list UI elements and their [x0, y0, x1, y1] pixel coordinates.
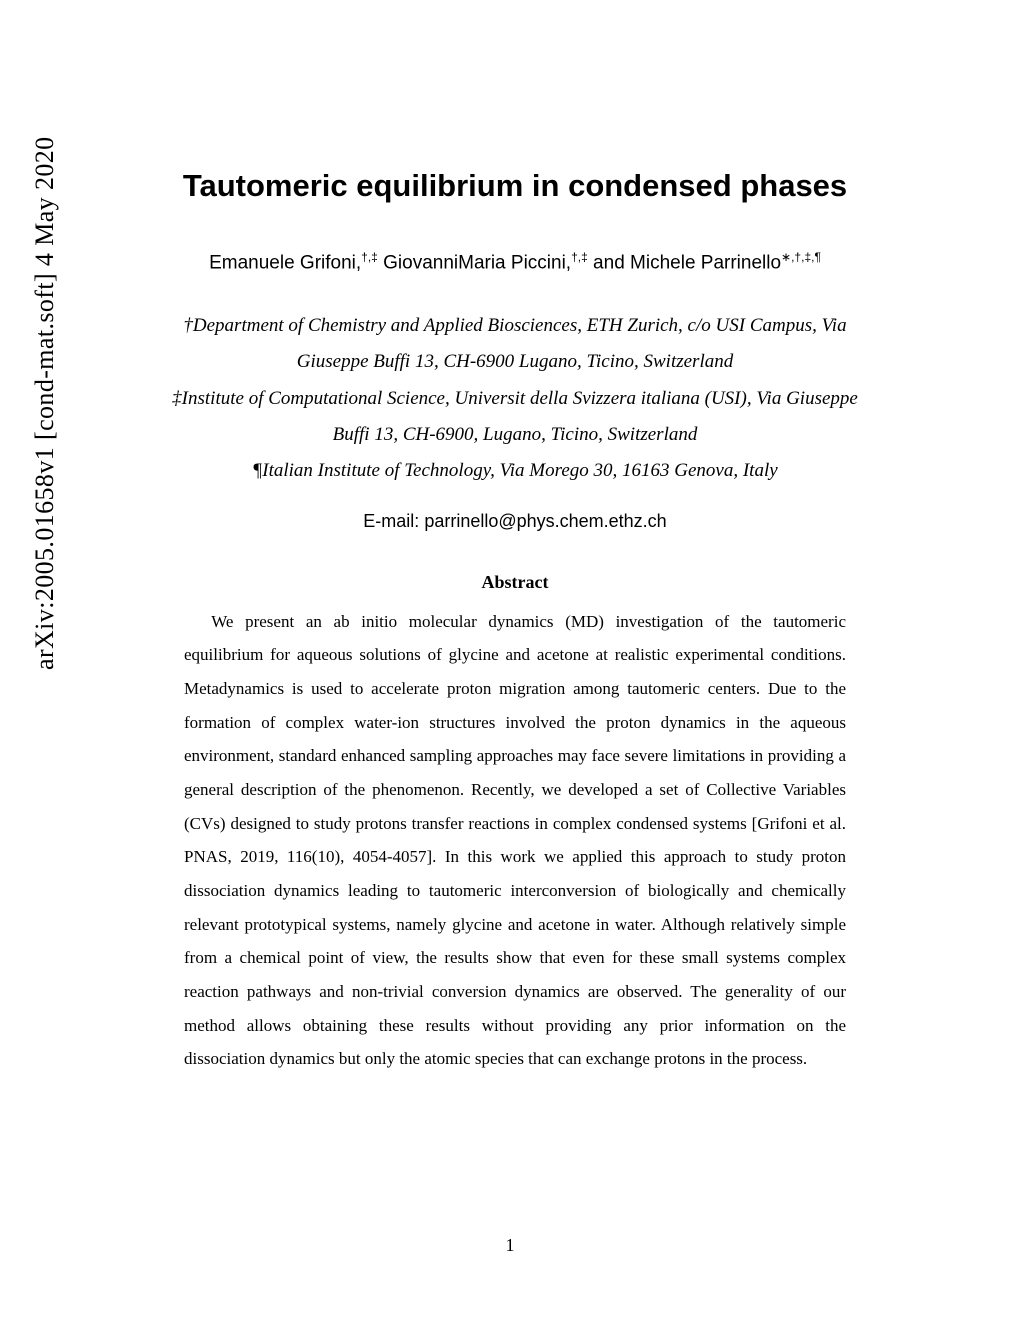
- arxiv-identifier: arXiv:2005.01658v1 [cond-mat.soft] 4 May…: [30, 136, 60, 670]
- author-list: Emanuele Grifoni,†,‡ GiovanniMaria Picci…: [150, 250, 880, 274]
- abstract-heading: Abstract: [150, 572, 880, 593]
- abstract-body: We present an ab initio molecular dynami…: [150, 605, 880, 1076]
- paper-title: Tautomeric equilibrium in condensed phas…: [150, 168, 880, 204]
- affiliation-line: †Department of Chemistry and Applied Bio…: [150, 308, 880, 344]
- affiliation-line: Buffi 13, CH-6900, Lugano, Ticino, Switz…: [150, 417, 880, 453]
- page-number: 1: [0, 1235, 1020, 1256]
- email-value: parrinello@phys.chem.ethz.ch: [424, 511, 666, 531]
- affiliation-line: Giuseppe Buffi 13, CH-6900 Lugano, Ticin…: [150, 344, 880, 380]
- affiliation-line: ¶Italian Institute of Technology, Via Mo…: [150, 453, 880, 489]
- affiliation-line: ‡Institute of Computational Science, Uni…: [150, 381, 880, 417]
- affiliations: †Department of Chemistry and Applied Bio…: [150, 308, 880, 488]
- email-label: E-mail:: [363, 511, 419, 531]
- paper-content: Tautomeric equilibrium in condensed phas…: [150, 168, 880, 1076]
- corresponding-email: E-mail: parrinello@phys.chem.ethz.ch: [150, 511, 880, 532]
